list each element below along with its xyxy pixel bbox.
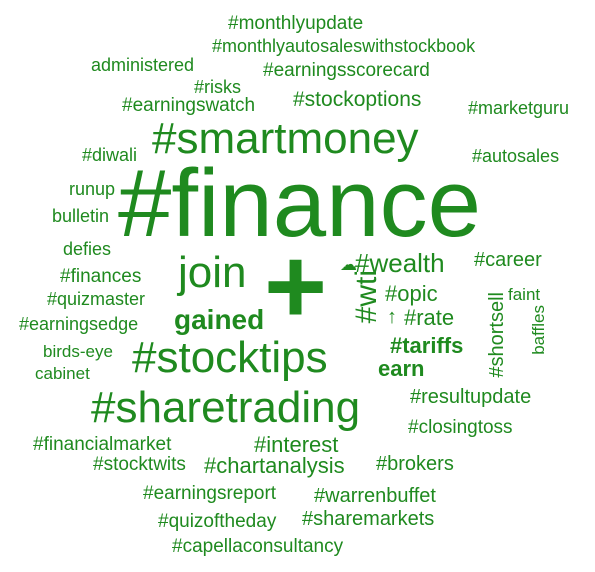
word-monthlyupdate: #monthlyupdate <box>228 13 364 34</box>
word-gained: gained <box>174 304 265 335</box>
word-sharetrading: #sharetrading <box>91 383 361 432</box>
word-baffles: baffles <box>529 305 548 355</box>
word-rate: #rate <box>404 305 455 330</box>
word-brokers: #brokers <box>376 453 454 475</box>
word-marketguru: #marketguru <box>468 98 570 118</box>
word-stocktwits: #stocktwits <box>93 454 186 475</box>
word-earningsedge: #earningsedge <box>19 314 139 334</box>
word-stockoptions: #stockoptions <box>293 88 422 111</box>
word-tariffs: #tariffs <box>390 333 464 358</box>
word-runup: runup <box>69 179 116 199</box>
word-defies: defies <box>63 239 112 259</box>
word-chartanalysis: #chartanalysis <box>204 453 345 478</box>
word-financialmarket: #financialmarket <box>33 434 172 455</box>
word-monthlyautosaleswithstockbook: #monthlyautosaleswithstockbook <box>212 36 476 56</box>
word-autosales: #autosales <box>472 146 560 166</box>
word-wti: #wti <box>350 270 383 324</box>
word-quizoftheday: #quizoftheday <box>158 511 277 532</box>
word-join: join <box>178 248 247 297</box>
word-interest: #interest <box>254 432 339 457</box>
word-sharemarkets: #sharemarkets <box>302 508 435 530</box>
word-faint: faint <box>508 285 541 304</box>
word-earn: earn <box>378 356 425 381</box>
word-stocktips: #stocktips <box>132 333 328 382</box>
word-administered: administered <box>91 55 195 75</box>
word-wealth: #wealth <box>355 248 445 278</box>
word-birdseye: birds-eye <box>43 342 113 361</box>
word-opic: #opic <box>385 281 438 306</box>
word-resultupdate: #resultupdate <box>410 386 532 408</box>
word-career: #career <box>474 249 542 271</box>
word-cabinet: cabinet <box>35 364 90 383</box>
word-finance: #finance <box>118 150 481 257</box>
word-earningswatch: #earningswatch <box>122 95 256 116</box>
word-finances: #finances <box>60 266 142 287</box>
cloud-icon: ☁ <box>340 255 357 274</box>
word-smartmoney: #smartmoney <box>152 114 419 163</box>
word-closingtoss: #closingtoss <box>408 417 513 438</box>
word-shortsell: #shortsell <box>486 292 508 378</box>
word-warrenbuffet: #warrenbuffet <box>314 485 436 507</box>
word-capellaconsultancy: #capellaconsultancy <box>172 536 344 557</box>
arrow-up-icon: ↑ <box>387 306 397 328</box>
word-earningsreport: #earningsreport <box>143 483 277 504</box>
word-risks: #risks <box>194 77 242 97</box>
word-quizmaster: #quizmaster <box>47 289 146 309</box>
word-plus: + <box>264 225 328 346</box>
word-diwali: #diwali <box>82 145 138 165</box>
word-earningsscorecard: #earningsscorecard <box>263 60 430 81</box>
word-bulletin: bulletin <box>52 206 110 226</box>
